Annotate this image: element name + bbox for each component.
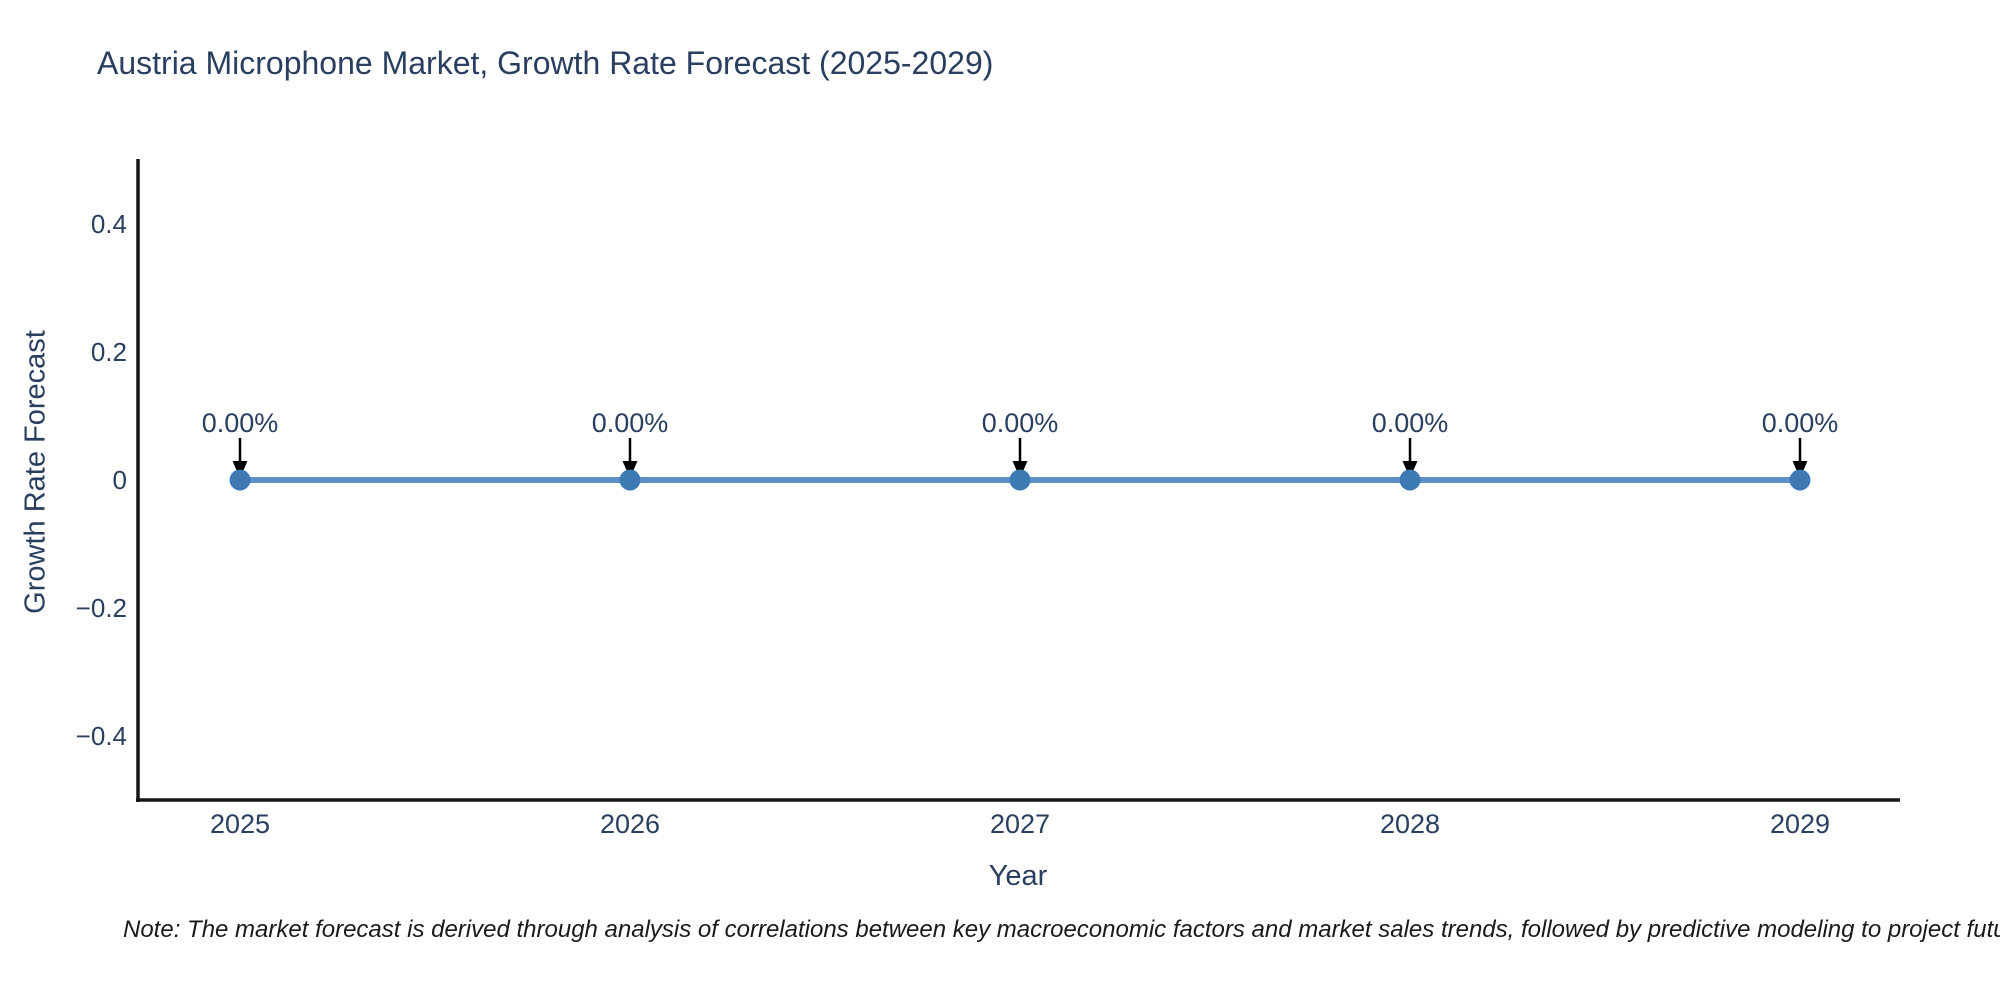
y-axis-title: Growth Rate Forecast [19,330,52,614]
point-annotation: 0.00% [1762,408,1839,438]
x-tick-label: 2028 [1380,809,1440,839]
footnote: Note: The market forecast is derived thr… [123,916,2000,943]
x-tick-label: 2026 [600,809,660,839]
data-point-2029[interactable] [1789,469,1811,491]
point-annotation: 0.00% [592,408,669,438]
y-tick-label: 0.4 [91,209,127,239]
y-tick-label: 0 [113,465,127,495]
x-tick-label: 2025 [210,809,270,839]
data-point-2025[interactable] [229,469,251,491]
point-annotation: 0.00% [1372,408,1449,438]
y-tick-label: −0.2 [76,593,127,623]
y-tick-label: −0.4 [76,721,127,751]
data-point-2028[interactable] [1399,469,1421,491]
data-point-2026[interactable] [619,469,641,491]
chart-title: Austria Microphone Market, Growth Rate F… [97,45,994,81]
x-tick-label: 2029 [1770,809,1830,839]
point-annotation: 0.00% [982,408,1059,438]
y-tick-label: 0.2 [91,337,127,367]
x-tick-label: 2027 [990,809,1050,839]
x-axis-title: Year [988,860,1048,892]
data-point-2027[interactable] [1009,469,1031,491]
point-annotation: 0.00% [202,408,279,438]
